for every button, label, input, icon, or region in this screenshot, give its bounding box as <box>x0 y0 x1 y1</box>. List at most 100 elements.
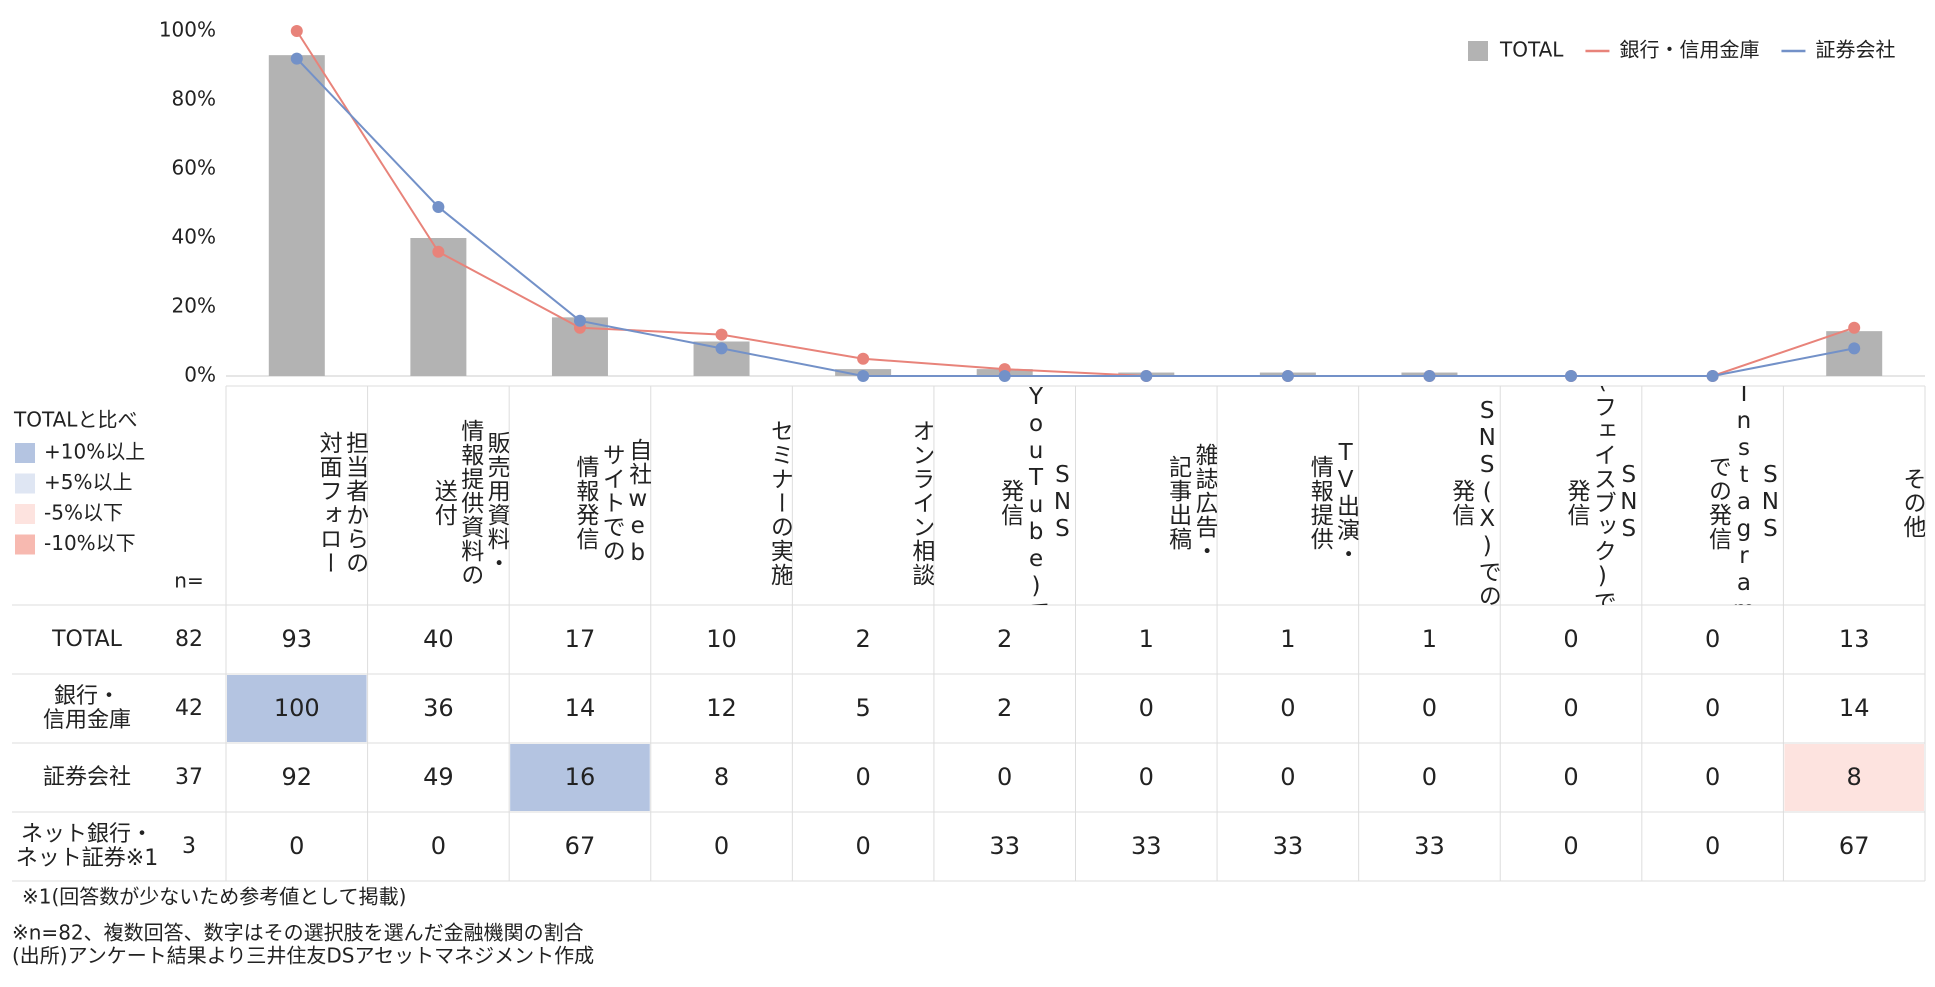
table-cell: 0 <box>713 831 730 860</box>
table-cell: 5 <box>855 693 871 722</box>
table-cell-box: 14 <box>565 695 596 720</box>
table-cell-box: 67 <box>1838 831 1870 860</box>
x-tick-label: 雑誌広告・ 記事出稿 <box>1164 442 1218 563</box>
table-cell-box: 40 <box>423 624 454 653</box>
legend-label: 銀行・信用金庫 <box>1619 38 1759 62</box>
table-cell-box: 1 <box>1422 626 1437 651</box>
row-label-box: TOTAL <box>52 626 122 652</box>
table-cell: 0 <box>1704 831 1721 860</box>
line-point <box>715 328 728 341</box>
table-cell-box: 0 <box>1138 762 1154 791</box>
row-label-box: 銀行・ 信用金庫 <box>42 684 131 733</box>
line-point <box>998 370 1011 382</box>
table-cell: 13 <box>1838 624 1870 653</box>
table-cell-box: 0 <box>1280 764 1295 789</box>
row-n: 3 <box>182 833 196 859</box>
comparison-legend-title: TOTALと比べ <box>13 408 137 432</box>
table-cell: 33 <box>1272 831 1304 860</box>
cell-highlight <box>1784 744 1924 811</box>
line-point <box>1848 321 1861 334</box>
table-cell: 2 <box>855 624 871 653</box>
x-tick-label: 担当者からの 対面フォロー <box>315 430 368 575</box>
table-cell-box: 0 <box>289 831 305 860</box>
table-cell: 0 <box>1563 831 1579 860</box>
row-label-box: ネット銀行・ ネット証券※1 <box>16 823 158 869</box>
note: ※1(回答数が少ないため参考値として掲載) <box>22 885 407 909</box>
table-cell-box: 33 <box>1131 833 1162 858</box>
line-point <box>573 314 586 327</box>
line-point <box>290 25 303 37</box>
line-point <box>1140 370 1153 382</box>
table-cell-box: 1 <box>1139 626 1154 651</box>
table-cell: 40 <box>423 624 454 653</box>
table-cell-box: 0 <box>855 764 870 789</box>
table-cell-box: 33 <box>1272 831 1304 860</box>
table-cell: 16 <box>564 762 596 791</box>
table-cell-box: 67 <box>565 833 596 858</box>
table-cell: 0 <box>997 762 1013 791</box>
line-point <box>1423 370 1436 382</box>
table-cell-box: 2 <box>997 693 1013 722</box>
comparison-label: +5%以上 <box>44 470 133 494</box>
legend-swatch <box>1468 41 1488 61</box>
table-cell-box: 0 <box>1563 626 1578 651</box>
line-point <box>432 245 445 258</box>
x-tick-label: オンライン相談 <box>907 418 934 587</box>
n-label: n= <box>174 569 203 593</box>
table-cell-box: 10 <box>706 626 737 651</box>
table-cell-box: 17 <box>565 626 596 651</box>
row-label: 証券会社 <box>42 764 131 790</box>
table-cell-box: 36 <box>423 695 454 720</box>
table-cell-box: 33 <box>989 833 1020 858</box>
line <box>296 57 1855 377</box>
table-cell-box: 0 <box>713 831 730 860</box>
table-cell: 1 <box>1280 624 1296 653</box>
row-n-box: 82 <box>175 628 203 651</box>
table-cell-box: 0 <box>1704 831 1721 860</box>
legend-label: TOTAL <box>1499 38 1564 62</box>
x-tick-label-box: 雑誌広告・ 記事出稿 <box>1164 442 1218 563</box>
table-cell-box: 33 <box>1414 833 1445 858</box>
table-cell: 0 <box>289 831 305 860</box>
y-tick-label: 0% <box>184 363 216 387</box>
table-cell-box: 16 <box>564 762 596 791</box>
line-point <box>432 200 445 213</box>
x-tick-label: SNS(X)での 発信 <box>1447 397 1501 606</box>
table-cell-box: 2 <box>855 624 871 653</box>
x-tick-label: その他 <box>1898 466 1925 539</box>
table-cell-box: 93 <box>281 624 313 653</box>
line-point <box>857 352 870 365</box>
table-cell: 67 <box>1838 831 1870 860</box>
table-cell-box: 13 <box>1838 624 1870 653</box>
x-tick-label-box: 自社web サイトでの 情報発信 <box>572 438 651 567</box>
note: ※n=82、複数回答、数字はその選択肢を選んだ金融機関の割合 <box>12 921 584 945</box>
row-label: 銀行・ 信用金庫 <box>42 684 131 733</box>
line-point <box>1565 370 1578 382</box>
table-cell: 2 <box>997 624 1013 653</box>
table-cell: 0 <box>855 831 871 860</box>
table-cell: 92 <box>281 762 313 791</box>
comparison-swatch <box>15 473 35 494</box>
table-cell: 0 <box>1138 762 1154 791</box>
y-tick-label: 80% <box>172 87 216 111</box>
table-cell: 8 <box>1846 762 1862 791</box>
x-tick-label: セミナーの実施 <box>766 418 793 587</box>
line-point <box>1706 370 1719 382</box>
line-point <box>715 342 728 355</box>
x-tick-label-box: SNS (フェイスブック)での 発信 <box>1563 386 1642 605</box>
table-cell: 0 <box>1421 693 1438 722</box>
table-cell: 93 <box>281 624 313 653</box>
table-cell-box: 0 <box>855 831 871 860</box>
y-tick-label: 60% <box>172 156 216 180</box>
x-tick-label-box: 担当者からの 対面フォロー <box>315 430 368 575</box>
table-cell-box: 0 <box>1705 764 1720 789</box>
table-cell-box: 49 <box>423 764 454 789</box>
table-cell: 2 <box>997 693 1013 722</box>
table-cell-box: 0 <box>1563 764 1578 789</box>
row-n-box: 3 <box>182 833 196 859</box>
x-tick-label: SNS (Instagram) での発信 <box>1704 386 1784 605</box>
row-label: TOTAL <box>52 626 122 652</box>
table-cell-box: 8 <box>714 764 729 789</box>
x-tick-label: SNS (YouTube)での 発信 <box>996 386 1076 605</box>
